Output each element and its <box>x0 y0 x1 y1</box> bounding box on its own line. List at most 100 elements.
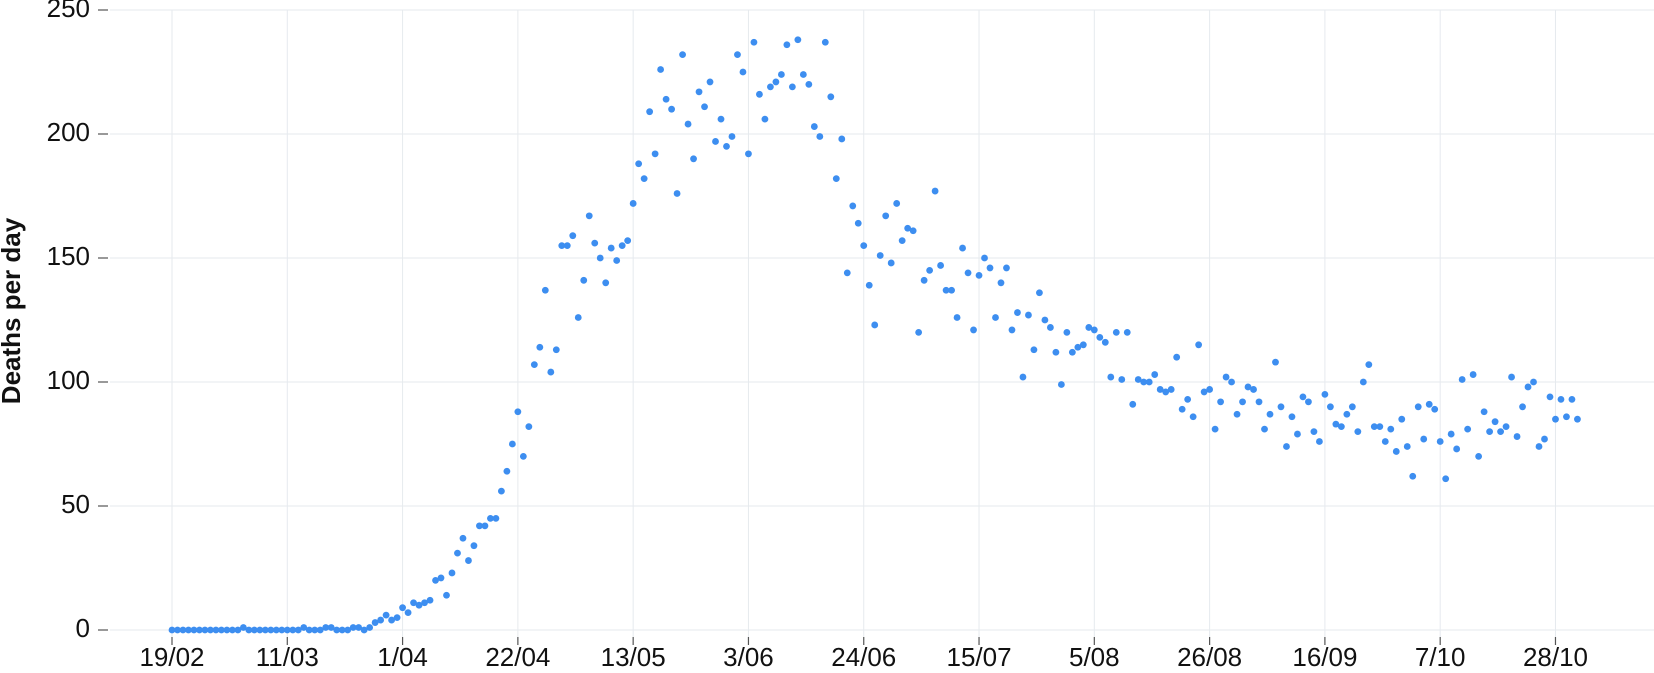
x-tick-label: 5/08 <box>1069 642 1120 672</box>
data-point <box>239 624 247 631</box>
data-point <box>948 286 955 294</box>
data-point <box>942 286 950 294</box>
data-point <box>690 155 697 163</box>
data-point <box>1513 433 1521 440</box>
data-point <box>580 276 588 284</box>
data-point <box>196 626 203 634</box>
data-point <box>558 242 566 250</box>
data-point <box>508 440 516 448</box>
data-point <box>492 515 500 522</box>
data-point <box>607 244 615 252</box>
data-point <box>1085 324 1093 331</box>
data-point <box>371 619 379 626</box>
data-point <box>514 408 522 416</box>
data-point <box>415 601 423 609</box>
data-point <box>750 38 758 46</box>
data-point <box>970 326 977 334</box>
data-point <box>1090 326 1098 334</box>
data-point <box>305 626 313 634</box>
x-tick-label: 22/04 <box>485 642 550 672</box>
data-point <box>388 616 395 624</box>
data-point <box>377 616 385 624</box>
data-point <box>1178 405 1186 413</box>
data-point <box>470 542 478 550</box>
data-point <box>651 150 659 158</box>
x-tick-label: 7/10 <box>1415 642 1466 672</box>
data-point <box>393 614 401 621</box>
data-point <box>1376 423 1384 431</box>
data-point <box>448 569 456 577</box>
data-point <box>926 267 934 274</box>
data-point <box>1036 289 1043 297</box>
x-tick-label: 1/04 <box>377 642 428 672</box>
data-point <box>338 626 346 634</box>
data-point <box>1123 329 1131 336</box>
data-point <box>1261 425 1268 433</box>
data-point <box>602 279 610 287</box>
data-point <box>1063 329 1071 336</box>
data-point <box>250 626 258 634</box>
x-tick-label: 28/10 <box>1523 642 1588 672</box>
data-point <box>788 83 796 91</box>
x-tick-label: 26/08 <box>1177 642 1242 672</box>
axis-ticks <box>98 9 1557 645</box>
data-point <box>443 591 450 599</box>
data-point <box>695 88 703 96</box>
data-point <box>1337 423 1345 431</box>
data-point <box>487 515 494 522</box>
data-point <box>1475 453 1483 460</box>
data-point <box>871 321 879 329</box>
data-point <box>591 239 599 247</box>
data-point <box>756 90 763 98</box>
data-point <box>344 626 352 634</box>
data-point <box>717 115 725 123</box>
data-point <box>1497 428 1504 435</box>
data-point <box>1392 448 1400 455</box>
data-point <box>706 78 714 86</box>
data-point <box>1266 410 1274 418</box>
data-point <box>1079 341 1087 349</box>
data-point <box>327 624 335 631</box>
data-point <box>613 257 621 264</box>
data-point <box>228 626 236 634</box>
data-point <box>618 242 626 250</box>
x-tick-label: 16/09 <box>1292 642 1357 672</box>
data-point <box>1530 378 1537 386</box>
x-tick-label: 11/03 <box>256 642 319 672</box>
data-point <box>1112 329 1120 336</box>
data-point <box>1096 333 1104 341</box>
data-point <box>1398 415 1406 423</box>
data-point <box>1283 443 1290 450</box>
data-point <box>1508 373 1515 381</box>
data-point <box>1173 353 1181 361</box>
data-point <box>536 343 544 351</box>
data-point <box>1343 410 1351 418</box>
data-point <box>1195 341 1203 349</box>
y-tick-label: 0 <box>76 613 90 643</box>
data-point <box>1030 346 1038 354</box>
data-point <box>421 599 428 607</box>
data-point <box>1486 428 1493 435</box>
data-point <box>525 423 533 431</box>
data-point <box>1557 395 1565 403</box>
data-point <box>1118 376 1126 383</box>
data-point <box>1425 400 1433 408</box>
data-point <box>1305 398 1312 406</box>
data-point <box>1052 348 1060 356</box>
data-point <box>920 276 928 284</box>
data-point <box>832 175 840 183</box>
data-point <box>1156 386 1164 393</box>
data-point <box>1288 413 1296 421</box>
data-point <box>1519 403 1526 411</box>
y-tick-label: 200 <box>47 117 90 147</box>
data-point <box>805 81 813 88</box>
data-point <box>519 453 527 460</box>
data-point <box>865 281 873 289</box>
data-point <box>283 626 291 634</box>
data-point <box>931 187 939 195</box>
y-tick-label: 100 <box>47 365 90 395</box>
data-point <box>964 269 972 277</box>
data-point <box>1244 383 1252 391</box>
data-point <box>1552 415 1559 423</box>
